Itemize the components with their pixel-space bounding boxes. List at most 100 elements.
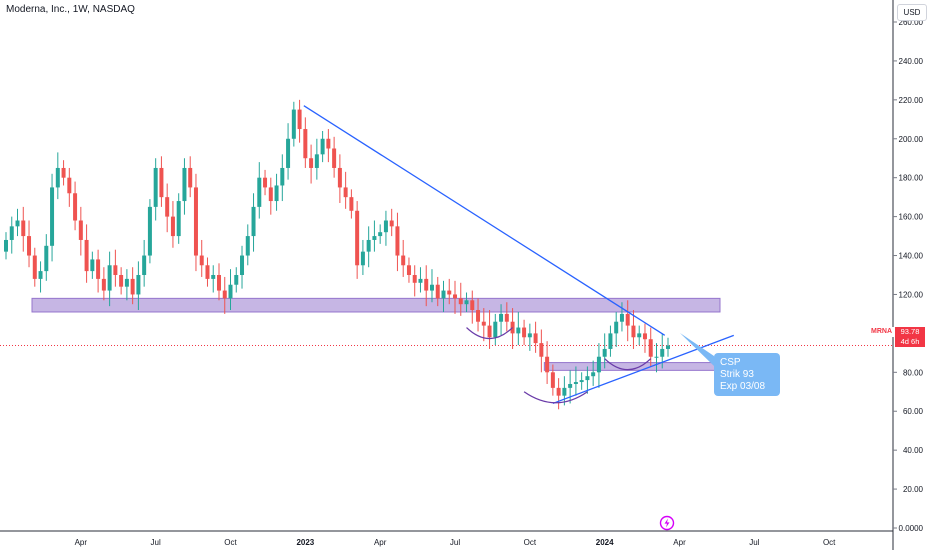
candle-body [159,167,164,198]
last-price: 93.78 [900,327,920,336]
candle-body [389,220,394,227]
candle-body [61,167,66,178]
candle-body [343,187,348,198]
candle-body [562,387,567,396]
last-price-label: 93.78 4d 6h [895,327,925,347]
candle-body [591,372,596,377]
candle-body [470,300,475,311]
candle-body [188,167,193,188]
chart-title: Moderna, Inc., 1W, NASDAQ [6,4,135,15]
x-tick-label: Jul [450,538,460,547]
x-tick-label: Oct [524,538,537,547]
candle-body [326,138,331,149]
y-tick-label: 240.00 [899,57,924,66]
candle-body [383,220,388,233]
candle-body [453,294,458,299]
candle-body [412,275,417,283]
candle-body [464,300,469,305]
candle-body [4,239,8,252]
candle-body [360,251,365,266]
candle-body [435,284,440,299]
candle-body [216,275,221,291]
candle-body [481,321,486,326]
candle-body [378,232,383,237]
callout-line-2: Strik 93 [720,369,754,380]
csp-callout[interactable]: CSP Strik 93 Exp 03/08 [714,353,780,396]
tradingview-logo-icon[interactable] [659,515,675,531]
y-tick-label: 180.00 [899,174,924,183]
y-tick-label: 20.00 [903,485,924,494]
candle-body [309,158,314,168]
candle-body [395,226,400,256]
x-tick-label: Jul [151,538,161,547]
candle-body [147,206,152,256]
callout-line-1: CSP [720,357,741,368]
candle-body [418,278,423,283]
candle-body [240,255,245,275]
candle-body [654,356,659,358]
y-tick-label: 0.0000 [899,524,924,533]
pattern-arc [604,358,652,371]
candle-body [15,220,20,227]
callout-line-3: Exp 03/08 [720,381,766,392]
candle-body [251,206,256,237]
y-tick-label: 120.00 [899,290,924,299]
candle-body [441,290,446,299]
candle-body [73,193,78,221]
y-tick-label: 140.00 [899,252,924,261]
candle-body [337,167,342,188]
y-tick-label: 260.00 [899,18,924,27]
candle-body [182,167,187,202]
candle-body [27,236,32,256]
x-tick-label: Oct [224,538,237,547]
x-tick-label: 2023 [296,538,314,547]
callout-pointer [680,333,714,366]
candle-body [291,109,296,139]
y-tick-label: 40.00 [903,446,924,455]
candle-body [136,275,141,295]
currency-button[interactable]: USD [897,4,927,21]
candle-body [666,345,670,349]
candle-body [228,284,233,299]
pattern-arc [466,327,514,340]
candle-body [625,313,630,326]
candle-body [67,177,72,194]
pattern-arc [523,391,588,404]
candle-body [38,271,43,279]
candle-body [268,187,273,202]
candle-body [234,275,239,285]
candle-body [533,333,538,344]
x-tick-label: 2024 [596,538,614,547]
x-tick-label: Apr [75,538,88,547]
candle-body [286,138,291,168]
candle-body [205,265,210,279]
candle-body [96,259,101,279]
candle-body [119,275,124,287]
y-tick-label: 160.00 [899,213,924,222]
candle-body [297,109,302,130]
candle-body [550,372,555,388]
candle-body [556,387,561,396]
candle-body [113,265,118,275]
candle-body [447,290,452,295]
candle-body [424,278,429,291]
bar-countdown: 4d 6h [900,337,920,346]
y-tick-label: 60.00 [903,407,924,416]
candle-body [314,154,319,168]
candle-body [545,356,550,373]
candle-body [21,220,26,237]
x-tick-label: Oct [823,538,836,547]
candle-body [499,313,504,322]
candle-body [107,265,112,291]
candle-body [9,226,14,240]
candle-body [280,167,285,186]
candle-body [257,177,262,207]
candle-body [124,278,129,287]
x-tick-label: Apr [374,538,387,547]
candle-body [332,148,337,168]
x-tick-label: Jul [749,538,759,547]
candle-body [44,245,49,272]
candle-body [637,333,642,338]
